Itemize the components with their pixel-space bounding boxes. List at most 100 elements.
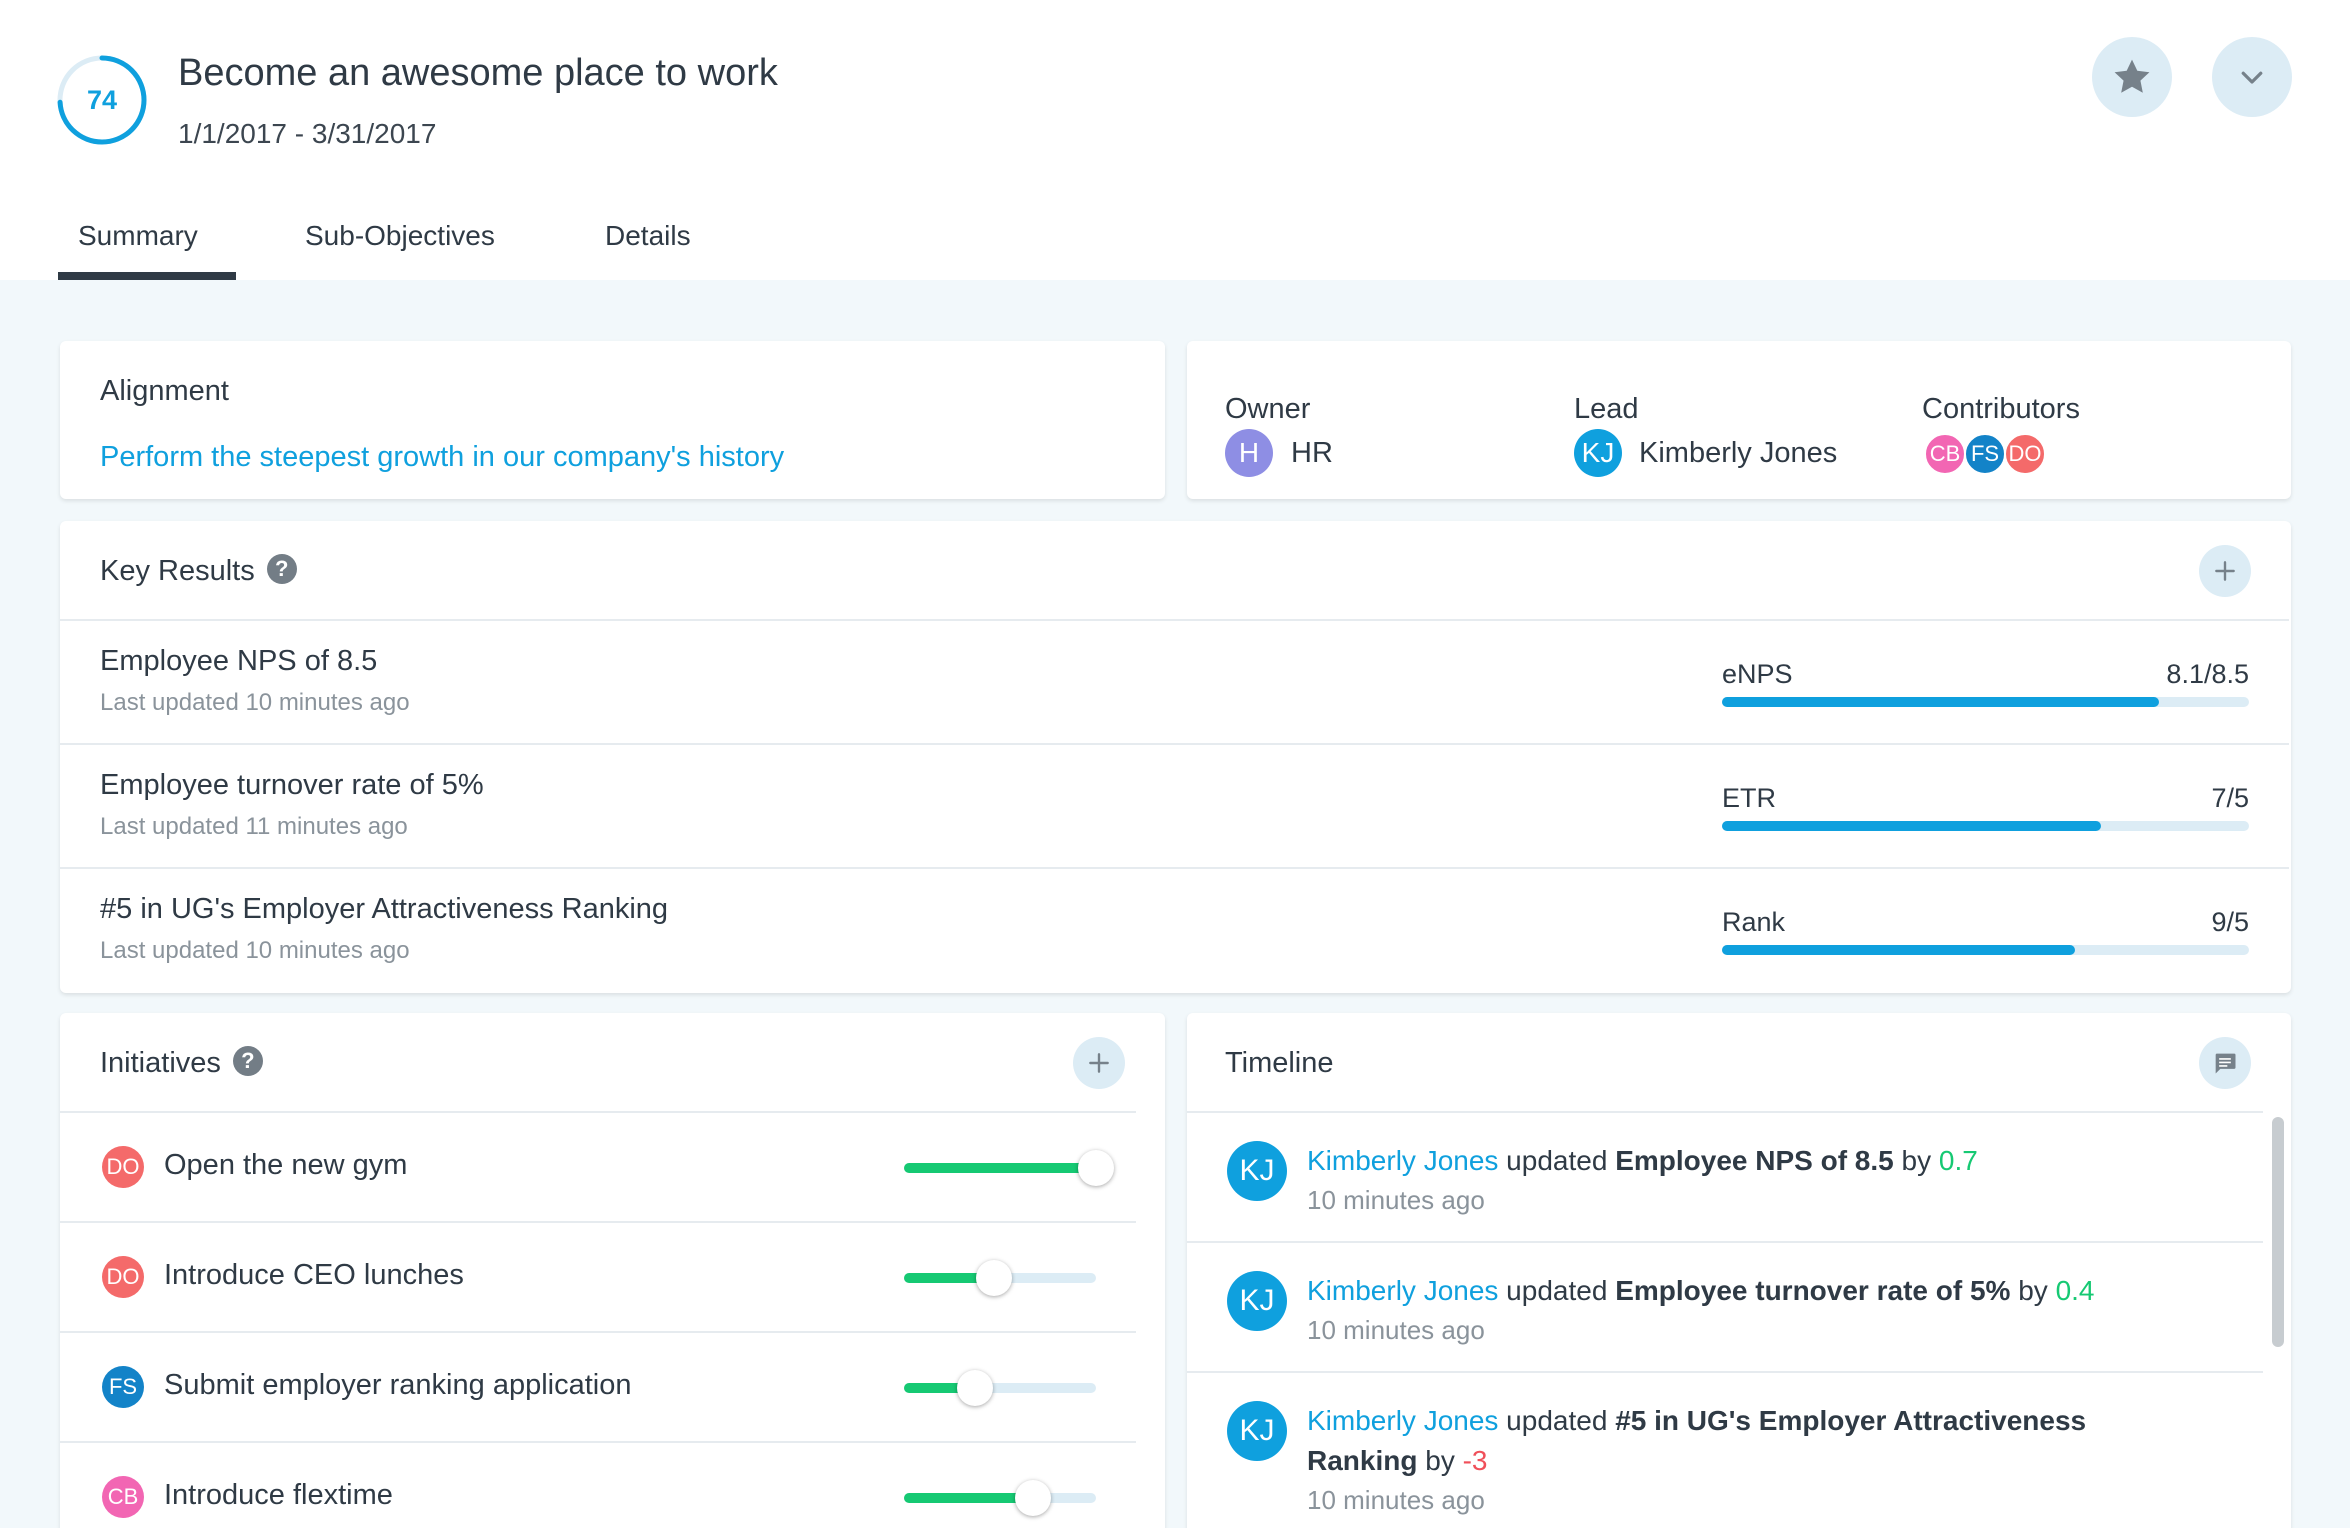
owner-avatar[interactable]: H	[1225, 429, 1273, 477]
timeline-card: Timeline KJ Kimberly Jones updated Emplo…	[1187, 1013, 2291, 1528]
plus-icon	[2215, 561, 2235, 581]
owner-name[interactable]: HR	[1291, 437, 1333, 469]
add-initiative-button[interactable]	[1073, 1037, 1125, 1089]
key-result-name: Employee turnover rate of 5%	[100, 769, 484, 801]
slider-handle[interactable]	[1014, 1480, 1051, 1516]
key-result-row[interactable]: Employee turnover rate of 5% Last update…	[60, 743, 2289, 867]
page-title: Become an awesome place to work	[178, 52, 778, 94]
add-key-result-button[interactable]	[2199, 545, 2251, 597]
alignment-card: Alignment Perform the steepest growth in…	[60, 341, 1165, 499]
initiative-row[interactable]: DO Open the new gym	[60, 1111, 1136, 1221]
tab-details[interactable]: Details	[605, 220, 691, 251]
timeline-entry-text: Kimberly Jones updated Employee NPS of 8…	[1307, 1141, 2167, 1181]
timeline-user-avatar[interactable]: KJ	[1227, 1271, 1287, 1331]
key-result-row[interactable]: #5 in UG's Employer Attractiveness Ranki…	[60, 867, 2289, 991]
initiative-row[interactable]: FS Submit employer ranking application	[60, 1331, 1136, 1441]
initiative-progress-slider[interactable]	[904, 1370, 1096, 1406]
help-icon[interactable]: ?	[266, 554, 297, 585]
timeline-user-link[interactable]: Kimberly Jones	[1307, 1405, 1499, 1436]
favorite-button[interactable]	[2092, 37, 2172, 117]
key-results-card: Key Results? Employee NPS of 8.5 Last up…	[60, 521, 2291, 993]
key-result-metric: ETR	[1722, 783, 1776, 813]
key-results-title: Key Results	[100, 555, 255, 587]
initiative-name: Submit employer ranking application	[164, 1369, 632, 1401]
lead-avatar[interactable]: KJ	[1574, 429, 1622, 477]
initiative-owner-avatar: CB	[102, 1476, 144, 1518]
initiative-name: Introduce flextime	[164, 1479, 393, 1511]
timeline-user-link[interactable]: Kimberly Jones	[1307, 1275, 1499, 1306]
timeline-entry: KJ Kimberly Jones updated Employee NPS o…	[1187, 1111, 2263, 1241]
timeline-verb: updated	[1498, 1405, 1616, 1436]
people-card: Owner H HR Lead KJ Kimberly Jones Contri…	[1187, 341, 2291, 499]
slider-handle[interactable]	[957, 1370, 994, 1406]
tab-summary[interactable]: Summary	[78, 220, 198, 251]
add-comment-button[interactable]	[2199, 1037, 2251, 1089]
timeline-target: Employee NPS of 8.5	[1615, 1145, 1894, 1176]
initiative-progress-slider[interactable]	[904, 1480, 1096, 1516]
timeline-title: Timeline	[1225, 1047, 1334, 1079]
key-result-metric: Rank	[1722, 907, 1786, 937]
initiative-progress-fill	[904, 1163, 1096, 1173]
plus-icon	[1089, 1053, 1109, 1073]
slider-handle[interactable]	[976, 1260, 1013, 1296]
key-result-updated: Last updated 10 minutes ago	[100, 937, 410, 964]
initiative-row[interactable]: CB Introduce flextime	[60, 1441, 1136, 1528]
timeline-user-avatar[interactable]: KJ	[1227, 1401, 1287, 1461]
key-result-name: #5 in UG's Employer Attractiveness Ranki…	[100, 893, 669, 925]
timeline-scrollbar[interactable]	[2272, 1117, 2284, 1347]
key-result-value: 8.1/8.5	[2166, 659, 2249, 689]
contributor-avatar[interactable]: FS	[1964, 433, 2006, 475]
key-result-updated: Last updated 11 minutes ago	[100, 813, 408, 840]
slider-handle[interactable]	[1078, 1150, 1114, 1186]
timeline-target: Employee turnover rate of 5%	[1615, 1275, 2011, 1306]
initiative-row[interactable]: DO Introduce CEO lunches	[60, 1221, 1136, 1331]
initiative-progress-fill	[904, 1273, 995, 1283]
key-result-progress-fill	[1722, 945, 2076, 955]
initiative-progress-fill	[904, 1493, 1033, 1503]
score-progress-ring: 74	[56, 54, 148, 146]
initiative-owner-avatar: DO	[102, 1256, 144, 1298]
key-result-metric: eNPS	[1722, 659, 1793, 689]
initiative-progress-slider[interactable]	[904, 1260, 1096, 1296]
active-tab-indicator	[58, 272, 236, 280]
owner-label: Owner	[1225, 393, 1311, 425]
timeline-verb: updated	[1498, 1145, 1616, 1176]
timeline-entry: KJ Kimberly Jones updated Employee turno…	[1187, 1241, 2263, 1371]
chevron-down-icon	[2241, 71, 2263, 84]
lead-name[interactable]: Kimberly Jones	[1639, 437, 1838, 469]
timeline-time: 10 minutes ago	[1307, 1185, 1485, 1215]
timeline-delta: 0.4	[2055, 1275, 2095, 1306]
help-icon[interactable]: ?	[232, 1046, 263, 1077]
initiatives-header: Initiatives?	[100, 1046, 263, 1080]
timeline-entry-text: Kimberly Jones updated #5 in UG's Employ…	[1307, 1401, 2167, 1481]
timeline-by: by	[1417, 1445, 1463, 1476]
contributor-avatar[interactable]: CB	[1924, 433, 1966, 475]
timeline-user-avatar[interactable]: KJ	[1227, 1141, 1287, 1201]
options-dropdown-button[interactable]	[2212, 37, 2292, 117]
tab-sub-objectives[interactable]: Sub-Objectives	[305, 220, 495, 251]
timeline-delta: 0.7	[1938, 1145, 1978, 1176]
timeline-user-link[interactable]: Kimberly Jones	[1307, 1145, 1499, 1176]
timeline-verb: updated	[1498, 1275, 1616, 1306]
key-result-row[interactable]: Employee NPS of 8.5 Last updated 10 minu…	[60, 619, 2289, 743]
score-value: 74	[86, 85, 118, 115]
timeline-entry: KJ Kimberly Jones updated #5 in UG's Emp…	[1187, 1371, 2263, 1528]
contributors-label: Contributors	[1922, 393, 2080, 425]
key-results-header: Key Results?	[100, 554, 297, 588]
timeline-by: by	[2010, 1275, 2056, 1306]
timeline-time: 10 minutes ago	[1307, 1315, 1485, 1345]
lead-label: Lead	[1574, 393, 1639, 425]
key-result-progress-fill	[1722, 821, 2102, 831]
timeline-target: #5 in UG's Employer Attractiveness Ranki…	[1307, 1405, 2087, 1476]
timeline-time: 10 minutes ago	[1307, 1485, 1485, 1515]
initiative-name: Introduce CEO lunches	[164, 1259, 464, 1291]
contributor-avatar[interactable]: DO	[2004, 433, 2046, 475]
alignment-link[interactable]: Perform the steepest growth in our compa…	[100, 441, 785, 473]
key-result-updated: Last updated 10 minutes ago	[100, 689, 410, 716]
key-result-value: 7/5	[2211, 783, 2249, 813]
timeline-entry-text: Kimberly Jones updated Employee turnover…	[1307, 1271, 2167, 1311]
initiative-progress-slider[interactable]	[904, 1150, 1114, 1186]
timeline-by: by	[1893, 1145, 1939, 1176]
initiatives-title: Initiatives	[100, 1047, 221, 1079]
initiative-name: Open the new gym	[164, 1149, 408, 1181]
